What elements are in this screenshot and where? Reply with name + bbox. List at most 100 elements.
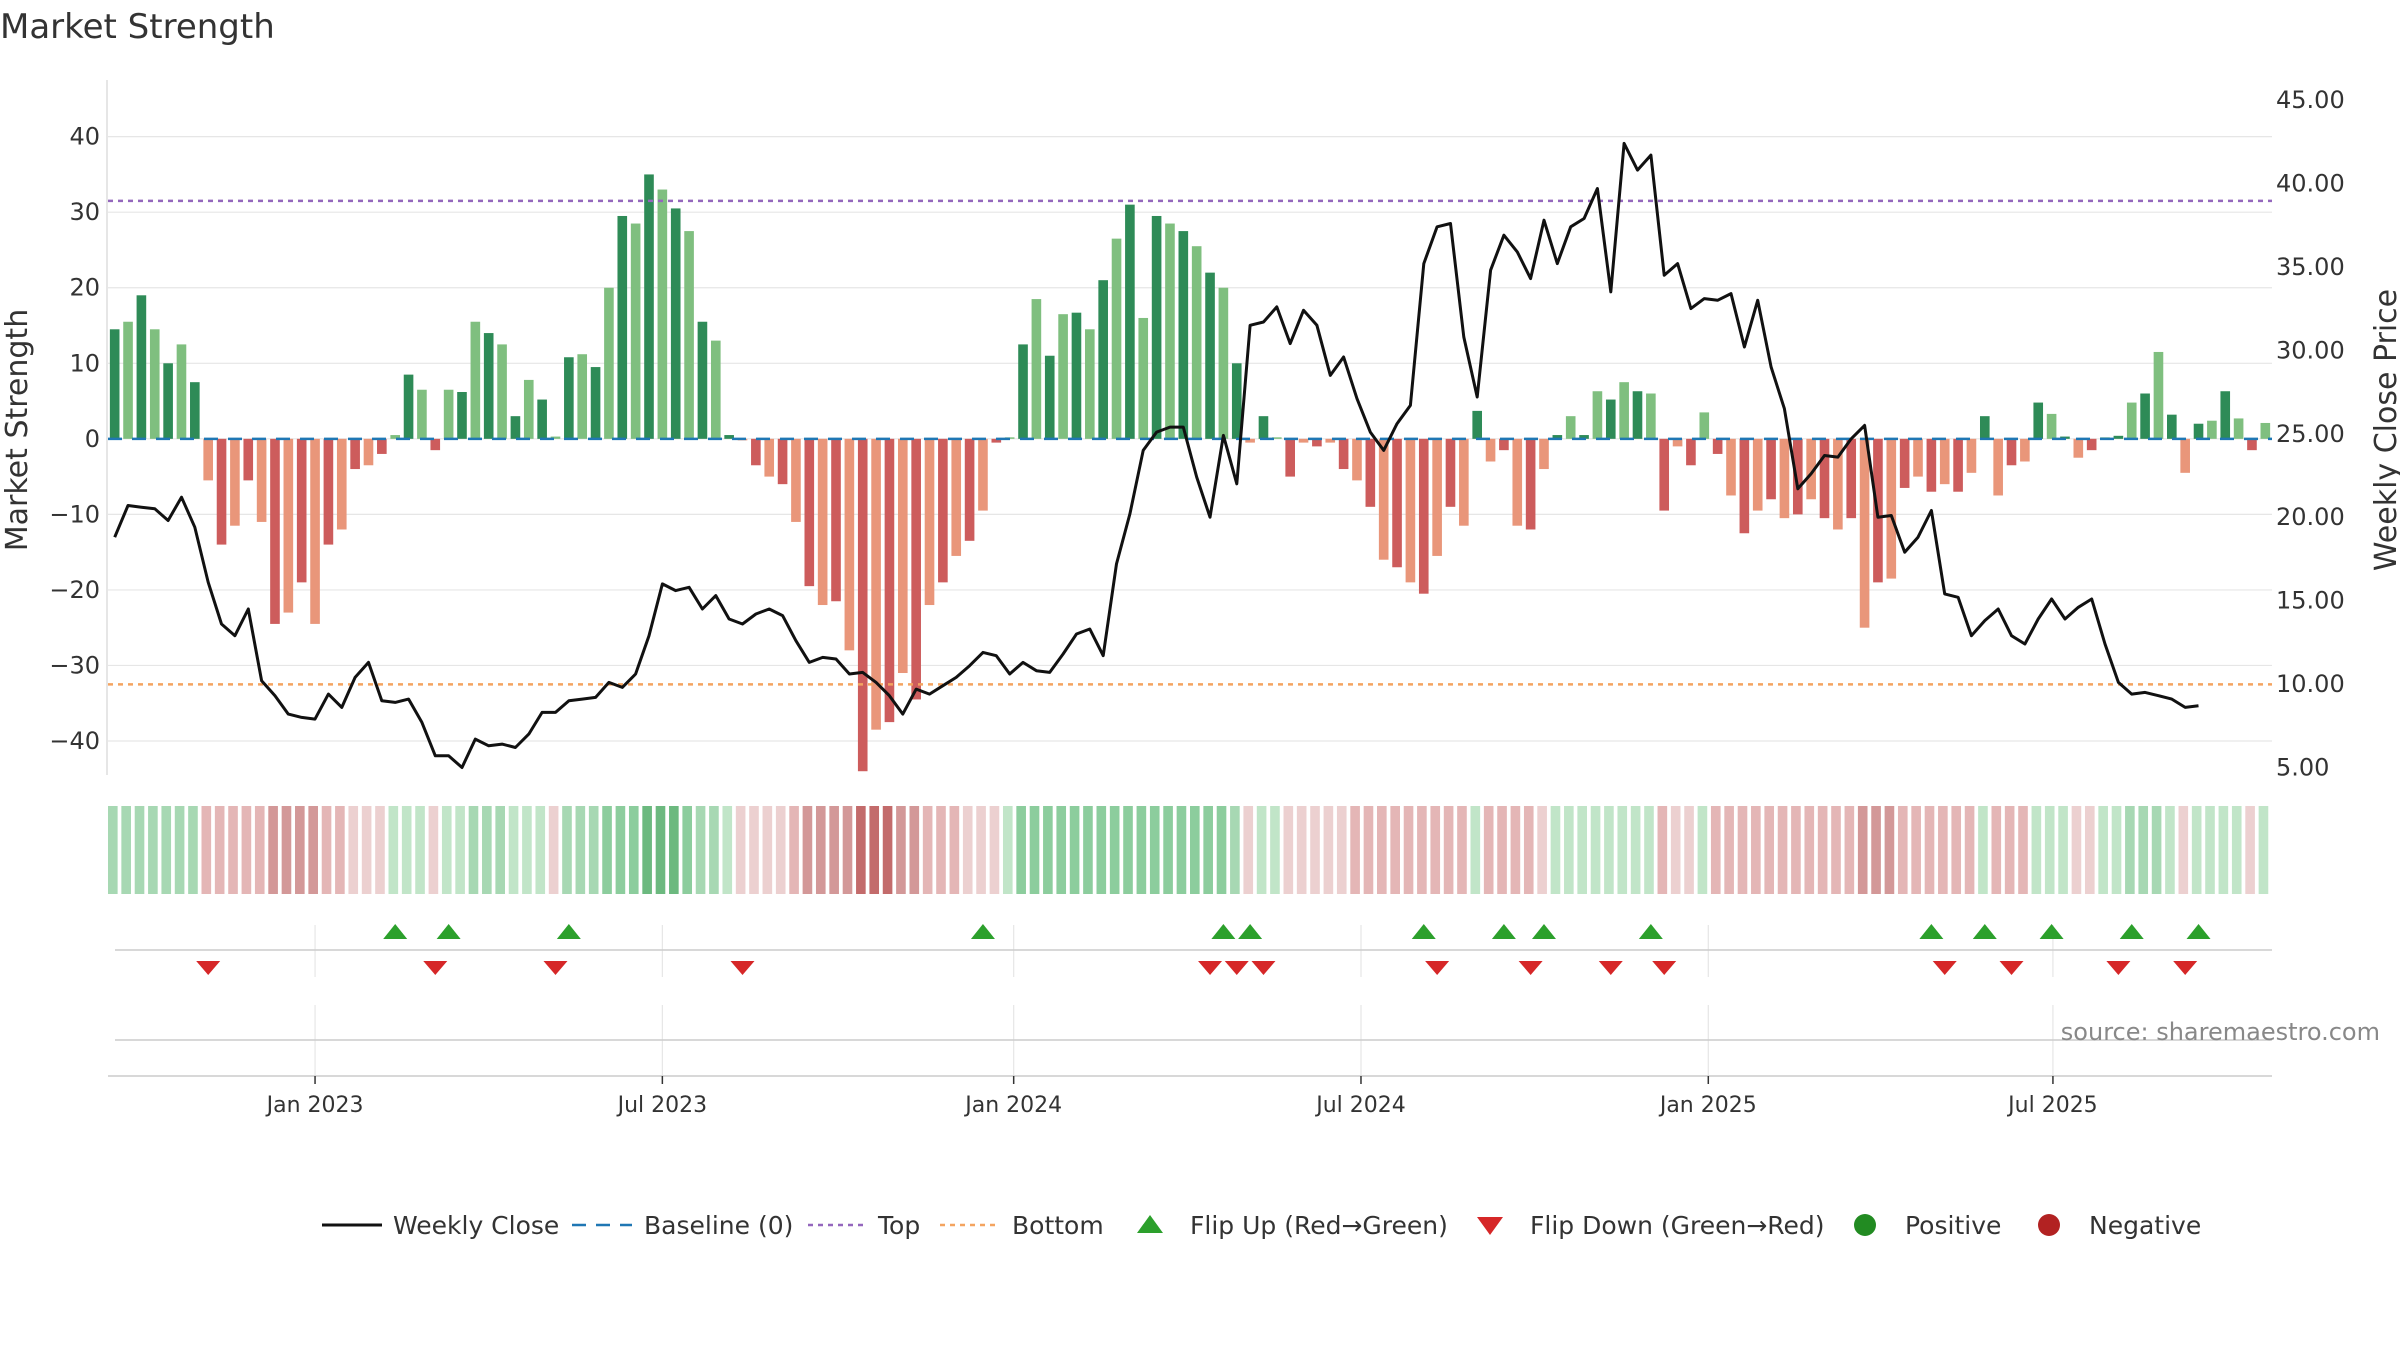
strength-bar	[1833, 438, 1843, 530]
flip-markers	[108, 924, 2272, 1077]
strength-bar	[2260, 422, 2271, 439]
strength-bar	[1392, 438, 1402, 568]
heat-band-cell	[602, 806, 612, 894]
heat-band-cell	[1884, 806, 1895, 894]
strength-bar	[190, 382, 200, 439]
flip-down-marker	[543, 961, 568, 975]
flip-up-marker	[1491, 924, 1516, 939]
strength-bar	[590, 367, 601, 439]
heat-band-cell	[1190, 806, 1200, 894]
strength-bar	[550, 436, 561, 439]
heat-band-cell	[2111, 806, 2122, 894]
heat-band-cell	[1176, 806, 1187, 894]
strength-heat-band	[108, 806, 2269, 894]
strength-bar	[149, 329, 160, 439]
heat-band-cell	[1336, 806, 1347, 894]
heat-band-cell	[1644, 806, 1654, 894]
heat-band-cell	[1951, 806, 1962, 894]
heat-band-cell	[1270, 806, 1280, 894]
level-lines	[108, 199, 2272, 686]
flip-down-marker	[1932, 961, 1957, 975]
heat-band-cell	[722, 806, 733, 894]
heat-band-cell	[1991, 806, 2002, 894]
y-tick-left: 10	[69, 349, 100, 377]
heat-band-cell	[2205, 806, 2215, 894]
heat-band-cell	[1924, 806, 1935, 894]
flip-down-marker	[1999, 961, 2024, 975]
heat-band-cell	[1350, 806, 1360, 894]
strength-bar	[176, 344, 187, 439]
heat-band-cell	[401, 806, 412, 894]
y-tick-right: 20.00	[2276, 503, 2345, 531]
strength-bar	[684, 231, 694, 439]
flip-up-marker	[1211, 924, 1236, 939]
heat-band-cell	[508, 806, 519, 894]
heat-band-cell	[2231, 806, 2242, 894]
strength-bar	[1979, 416, 1990, 439]
strength-bar	[363, 438, 374, 466]
legend-label-positive: Positive	[1905, 1211, 2001, 1240]
strength-bar	[1258, 416, 1269, 439]
strength-bar	[283, 438, 294, 613]
heat-band-cell	[2018, 806, 2028, 894]
heat-band-cell	[482, 806, 492, 894]
axes: 40 30 20 10 0 −10 −20 −30 −40 45.00 40.00 35.00 30.0…	[49, 80, 2345, 781]
heat-band-cell	[1443, 806, 1454, 894]
heat-band-cell	[628, 806, 639, 894]
heat-band-cell	[1377, 806, 1387, 894]
strength-bar	[791, 438, 801, 522]
flip-down-marker	[1425, 961, 1450, 975]
heat-band-cell	[548, 806, 559, 894]
strength-bar	[417, 389, 427, 439]
heat-band-cell	[2004, 806, 2015, 894]
strength-bar	[1779, 438, 1790, 519]
y-tick-left: −10	[49, 500, 100, 528]
heat-band-cell	[802, 806, 813, 894]
heat-band-cell	[121, 806, 131, 894]
heat-band-cell	[1938, 806, 1948, 894]
strength-bar	[457, 391, 467, 439]
heat-band-cell	[1310, 806, 1320, 894]
strength-bar	[1352, 438, 1362, 481]
heat-band-cell	[388, 806, 399, 894]
strength-bar	[109, 329, 120, 439]
strength-bar	[577, 354, 588, 439]
flip-down-marker	[2173, 961, 2198, 975]
strength-bar	[857, 438, 868, 772]
strength-bar	[924, 438, 935, 606]
heat-band-cell	[1871, 806, 1881, 894]
flip-down-marker	[1224, 961, 1249, 975]
heat-band-cell	[856, 806, 866, 894]
strength-bar	[1806, 438, 1816, 500]
heat-band-cell	[1684, 806, 1694, 894]
heat-band-cell	[468, 806, 479, 894]
legend-label-flip-down: Flip Down (Green→Red)	[1530, 1211, 1825, 1240]
flip-up-marker	[1411, 924, 1436, 939]
heat-band-cell	[1844, 806, 1855, 894]
strength-bar	[216, 438, 227, 545]
strength-bar	[1165, 223, 1175, 439]
heat-band-cell	[214, 806, 225, 894]
heat-band-cell	[522, 806, 532, 894]
strength-bar	[751, 438, 761, 466]
heat-band-cell	[201, 806, 212, 894]
strength-bar	[951, 438, 962, 556]
strength-bar	[123, 321, 133, 439]
y-tick-right: 45.00	[2276, 86, 2345, 114]
heat-band-cell	[1136, 806, 1147, 894]
heat-band-cell	[1203, 806, 1213, 894]
y-tick-right: 25.00	[2276, 420, 2345, 448]
strength-bar	[1085, 329, 1095, 439]
heat-band-cell	[1537, 806, 1547, 894]
flip-up-marker	[2119, 924, 2144, 939]
heat-band-cell	[321, 806, 332, 894]
strength-bar	[350, 438, 360, 470]
strength-bar	[1218, 287, 1229, 439]
heat-band-cell	[495, 806, 506, 894]
heat-band-cell	[1510, 806, 1521, 894]
heat-band-cell	[922, 806, 933, 894]
heat-band-cell	[936, 806, 946, 894]
heat-band-cell	[2138, 806, 2149, 894]
strength-bar	[1752, 438, 1763, 511]
strength-bar	[2167, 414, 2177, 439]
